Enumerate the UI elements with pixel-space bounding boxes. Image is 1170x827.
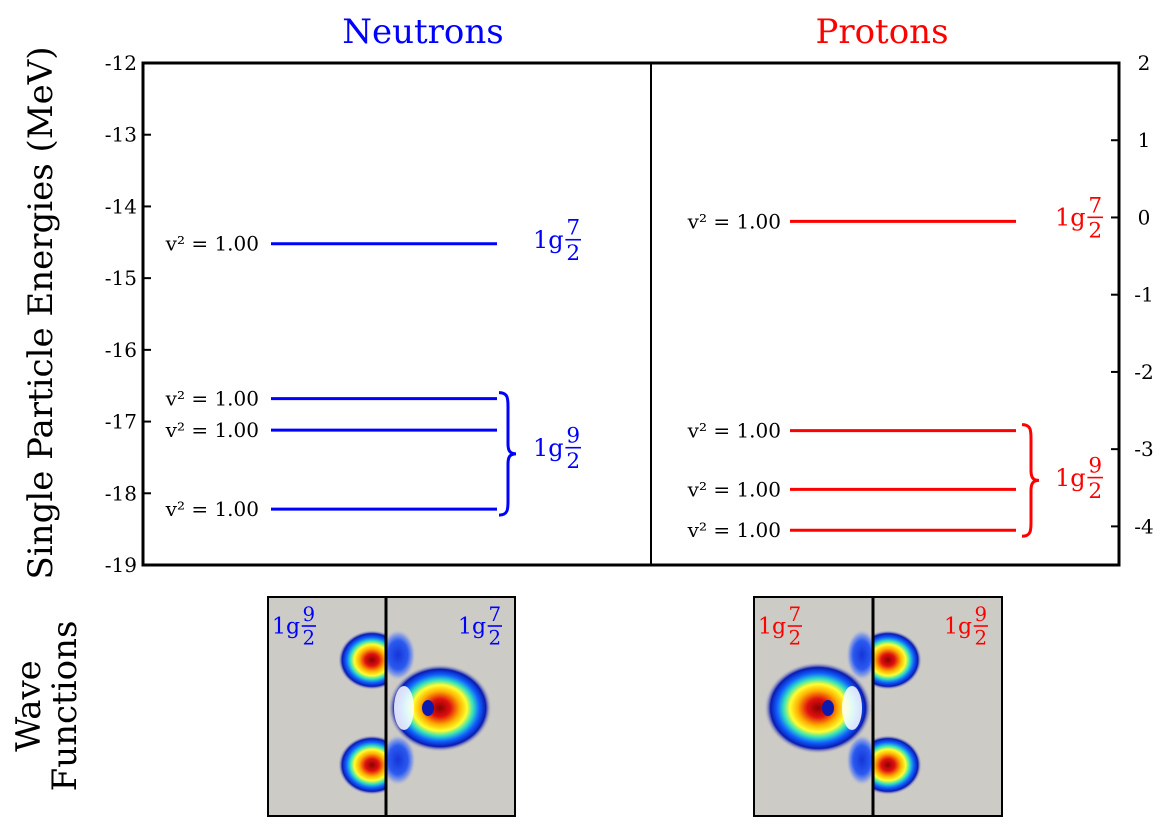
- fraction-numerator: 7: [566, 216, 580, 241]
- neutron-wave-function-image: [267, 596, 516, 817]
- state-label-text: 1g: [758, 615, 786, 640]
- wave-functions-label: Wave Functions: [9, 621, 85, 792]
- wave-functions-label-line2: Functions: [45, 621, 85, 792]
- fraction-numerator: 7: [789, 603, 802, 626]
- state-label-text: 1g: [533, 434, 564, 462]
- panel-title-neutrons: Neutrons: [342, 12, 504, 52]
- occupation-label: v² = 1.00: [165, 418, 259, 442]
- fraction-denominator: 2: [975, 627, 988, 650]
- state-label-text: 1g: [1055, 204, 1086, 232]
- state-label: 1g 92: [1055, 454, 1103, 504]
- state-label: 1g 72: [533, 216, 581, 266]
- right-y-axis: 2 1 0 -1 -2 -3 -4: [1111, 51, 1154, 538]
- fraction-denominator: 2: [1088, 219, 1102, 244]
- fraction-denominator: 2: [489, 627, 502, 650]
- plot-frame: [141, 61, 1121, 567]
- panel-title-protons: Protons: [815, 12, 948, 52]
- fraction-denominator: 2: [789, 627, 802, 650]
- left-tick-label: -16: [105, 338, 137, 362]
- fraction-numerator: 9: [303, 603, 316, 626]
- left-tick-label: -19: [105, 553, 137, 577]
- fraction-numerator: 7: [1088, 193, 1102, 218]
- left-tick-label: -15: [105, 266, 137, 290]
- left-tick-label: -17: [105, 410, 137, 434]
- left-y-axis: -12 -13 -14 -15 -16 -17 -18 -19: [105, 51, 151, 577]
- occupation-label: v² = 1.00: [687, 419, 781, 443]
- left-tick-label: -13: [105, 123, 137, 147]
- fraction-denominator: 2: [566, 241, 580, 266]
- state-label-text: 1g: [944, 615, 972, 640]
- occupation-label: v² = 1.00: [687, 518, 781, 542]
- occupation-label: v² = 1.00: [687, 477, 781, 501]
- state-label-text: 1g: [1055, 464, 1086, 492]
- fraction-numerator: 9: [975, 603, 988, 626]
- state-label: 1g 92: [533, 424, 581, 474]
- fraction-numerator: 9: [566, 424, 580, 449]
- y-axis-label: Single Particle Energies (MeV): [21, 46, 61, 579]
- right-tick-label: -2: [1134, 360, 1153, 384]
- right-tick-label: -4: [1134, 514, 1153, 538]
- state-label-text: 1g: [458, 615, 486, 640]
- state-label-text: 1g: [533, 226, 564, 254]
- state-label-text: 1g: [272, 615, 300, 640]
- left-tick-label: -18: [105, 481, 137, 505]
- level-brace: [498, 391, 517, 517]
- right-tick-label: 0: [1138, 205, 1151, 229]
- level-brace: [1021, 423, 1040, 538]
- occupation-label: v² = 1.00: [165, 232, 259, 256]
- fraction-numerator: 9: [1088, 454, 1102, 479]
- left-tick-label: -12: [105, 51, 137, 75]
- occupation-label: v² = 1.00: [165, 387, 259, 411]
- right-tick-label: 1: [1138, 128, 1151, 152]
- fraction-denominator: 2: [303, 627, 316, 650]
- proton-wave-function-image: [753, 596, 1003, 817]
- occupation-label: v² = 1.00: [165, 497, 259, 521]
- fraction-denominator: 2: [566, 449, 580, 474]
- fraction-denominator: 2: [1088, 479, 1102, 504]
- right-tick-label: -1: [1134, 283, 1153, 307]
- left-tick-label: -14: [105, 194, 137, 218]
- occupation-label: v² = 1.00: [687, 209, 781, 233]
- wave-functions-label-line1: Wave: [9, 660, 49, 752]
- right-tick-label: 2: [1138, 51, 1151, 75]
- state-label: 1g 72: [1055, 193, 1103, 244]
- fraction-numerator: 7: [489, 603, 502, 626]
- right-tick-label: -3: [1134, 437, 1153, 461]
